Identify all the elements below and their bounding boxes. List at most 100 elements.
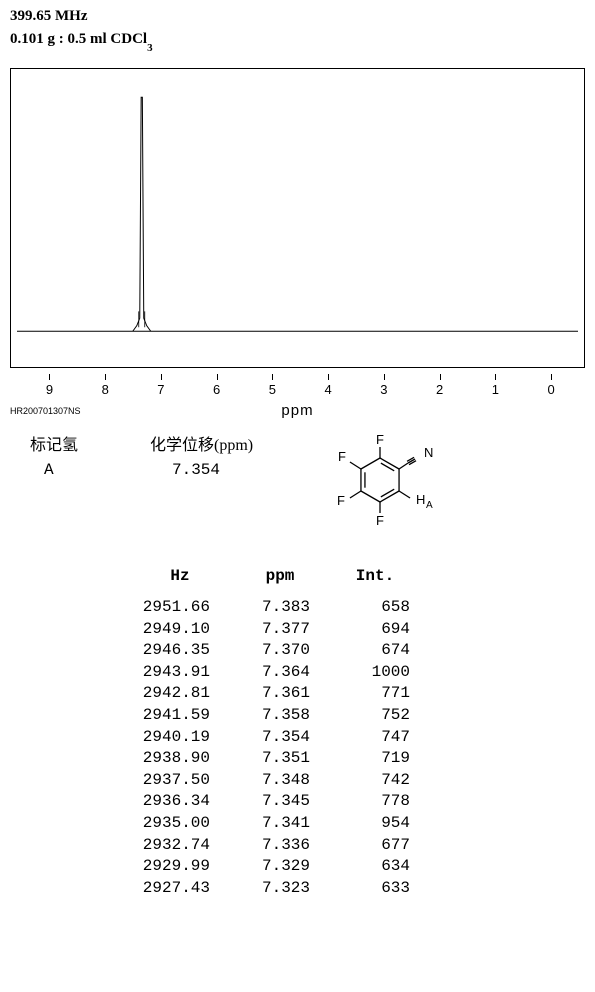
svg-text:N: N <box>424 445 433 460</box>
peak-cell-int: 719 <box>330 748 410 770</box>
axis-tick <box>440 374 441 380</box>
page-container: 399.65 MHz 0.101 g : 0.5 ml CDCl3 012345… <box>0 0 595 899</box>
peak-row: 2943.917.3641000 <box>110 662 595 684</box>
peak-row: 2927.437.323633 <box>110 878 595 900</box>
peak-cell-hz: 2935.00 <box>110 813 230 835</box>
peak-cell-int: 752 <box>330 705 410 727</box>
axis-tick <box>49 374 50 380</box>
axis-tick <box>105 374 106 380</box>
peak-cell-int: 747 <box>330 727 410 749</box>
peak-cell-int: 694 <box>330 619 410 641</box>
peak-cell-ppm: 7.370 <box>230 640 330 662</box>
header: 399.65 MHz 0.101 g : 0.5 ml CDCl3 <box>0 0 595 60</box>
spectrum-chart <box>10 68 585 368</box>
axis-tick-label: 4 <box>325 382 332 397</box>
peak-cell-int: 742 <box>330 770 410 792</box>
axis-tick <box>328 374 329 380</box>
peak-table-header: Hz ppm Int. <box>110 567 595 585</box>
axis-tick-label: 8 <box>102 382 109 397</box>
peak-cell-int: 634 <box>330 856 410 878</box>
peak-table-body: 2951.667.3836582949.107.3776942946.357.3… <box>110 597 595 899</box>
axis-tick-label: 2 <box>436 382 443 397</box>
peak-row: 2932.747.336677 <box>110 835 595 857</box>
peak-cell-hz: 2937.50 <box>110 770 230 792</box>
peak-cell-hz: 2938.90 <box>110 748 230 770</box>
peak-cell-int: 633 <box>330 878 410 900</box>
peak-cell-int: 658 <box>330 597 410 619</box>
peak-cell-ppm: 7.358 <box>230 705 330 727</box>
header-sample-text: 0.101 g : 0.5 ml CDCl <box>10 31 147 47</box>
spectrum-svg <box>11 69 584 367</box>
peak-row: 2949.107.377694 <box>110 619 595 641</box>
peak-cell-ppm: 7.336 <box>230 835 330 857</box>
peak-header-ppm: ppm <box>230 567 330 585</box>
peak-cell-hz: 2943.91 <box>110 662 230 684</box>
svg-text:F: F <box>337 493 345 508</box>
axis-tick <box>384 374 385 380</box>
svg-text:H: H <box>416 492 425 507</box>
svg-text:F: F <box>376 432 384 447</box>
svg-text:A: A <box>426 500 433 511</box>
axis-unit-label: ppm <box>0 402 595 419</box>
peak-cell-ppm: 7.351 <box>230 748 330 770</box>
peak-cell-ppm: 7.348 <box>230 770 330 792</box>
assignment-shift: 7.354 <box>150 461 320 479</box>
peak-cell-hz: 2932.74 <box>110 835 230 857</box>
svg-text:F: F <box>338 449 346 464</box>
assignment-header-row: 标记氢 化学位移(ppm) FNHAFFF <box>30 431 585 455</box>
x-axis: 0 1 2 3 4 5 6 7 8 9 <box>10 374 585 402</box>
assignment-col1-header: 标记氢 <box>30 431 150 455</box>
molecule-structure: F N HA F F F <box>320 425 470 535</box>
axis-tick-label: 3 <box>380 382 387 397</box>
axis-tick <box>551 374 552 380</box>
peak-header-int: Int. <box>330 567 410 585</box>
peak-cell-ppm: 7.323 <box>230 878 330 900</box>
peak-cell-int: 954 <box>330 813 410 835</box>
peak-cell-hz: 2951.66 <box>110 597 230 619</box>
axis-tick <box>217 374 218 380</box>
peak-cell-ppm: 7.345 <box>230 791 330 813</box>
assignment-col2-header: 化学位移(ppm) <box>150 431 320 455</box>
axis-tick-label: 9 <box>46 382 53 397</box>
peak-cell-ppm: 7.361 <box>230 683 330 705</box>
axis-tick <box>495 374 496 380</box>
peak-cell-hz: 2929.99 <box>110 856 230 878</box>
peak-cell-int: 677 <box>330 835 410 857</box>
svg-text:F: F <box>376 513 384 528</box>
peak-cell-ppm: 7.329 <box>230 856 330 878</box>
assignment-data-row: A 7.354 <box>30 461 585 479</box>
axis-tick-label: 6 <box>213 382 220 397</box>
peak-cell-ppm: 7.341 <box>230 813 330 835</box>
axis-tick-label: 0 <box>548 382 555 397</box>
peak-row: 2942.817.361771 <box>110 683 595 705</box>
peak-cell-int: 778 <box>330 791 410 813</box>
peak-row: 2929.997.329634 <box>110 856 595 878</box>
peak-table: Hz ppm Int. 2951.667.3836582949.107.3776… <box>110 567 595 899</box>
header-sample-sub: 3 <box>147 42 153 54</box>
peak-row: 2938.907.351719 <box>110 748 595 770</box>
peak-row: 2946.357.370674 <box>110 640 595 662</box>
peak-cell-int: 674 <box>330 640 410 662</box>
axis-tick-label: 5 <box>269 382 276 397</box>
peak-cell-hz: 2942.81 <box>110 683 230 705</box>
peak-cell-int: 771 <box>330 683 410 705</box>
axis-tick-label: 7 <box>157 382 164 397</box>
peak-row: 2951.667.383658 <box>110 597 595 619</box>
peak-cell-ppm: 7.377 <box>230 619 330 641</box>
peak-row: 2935.007.341954 <box>110 813 595 835</box>
peak-cell-ppm: 7.354 <box>230 727 330 749</box>
peak-cell-hz: 2949.10 <box>110 619 230 641</box>
axis-ticks <box>10 374 585 382</box>
spacer <box>0 479 595 549</box>
peak-row: 2941.597.358752 <box>110 705 595 727</box>
peak-cell-hz: 2936.34 <box>110 791 230 813</box>
peak-cell-hz: 2927.43 <box>110 878 230 900</box>
assignment-proton-label: A <box>30 461 150 479</box>
peak-row: 2940.197.354747 <box>110 727 595 749</box>
axis-tick-label: 1 <box>492 382 499 397</box>
header-frequency: 399.65 MHz <box>10 8 585 25</box>
header-sample: 0.101 g : 0.5 ml CDCl3 <box>10 31 585 50</box>
peak-cell-hz: 2940.19 <box>110 727 230 749</box>
peak-cell-ppm: 7.383 <box>230 597 330 619</box>
axis-tick <box>161 374 162 380</box>
